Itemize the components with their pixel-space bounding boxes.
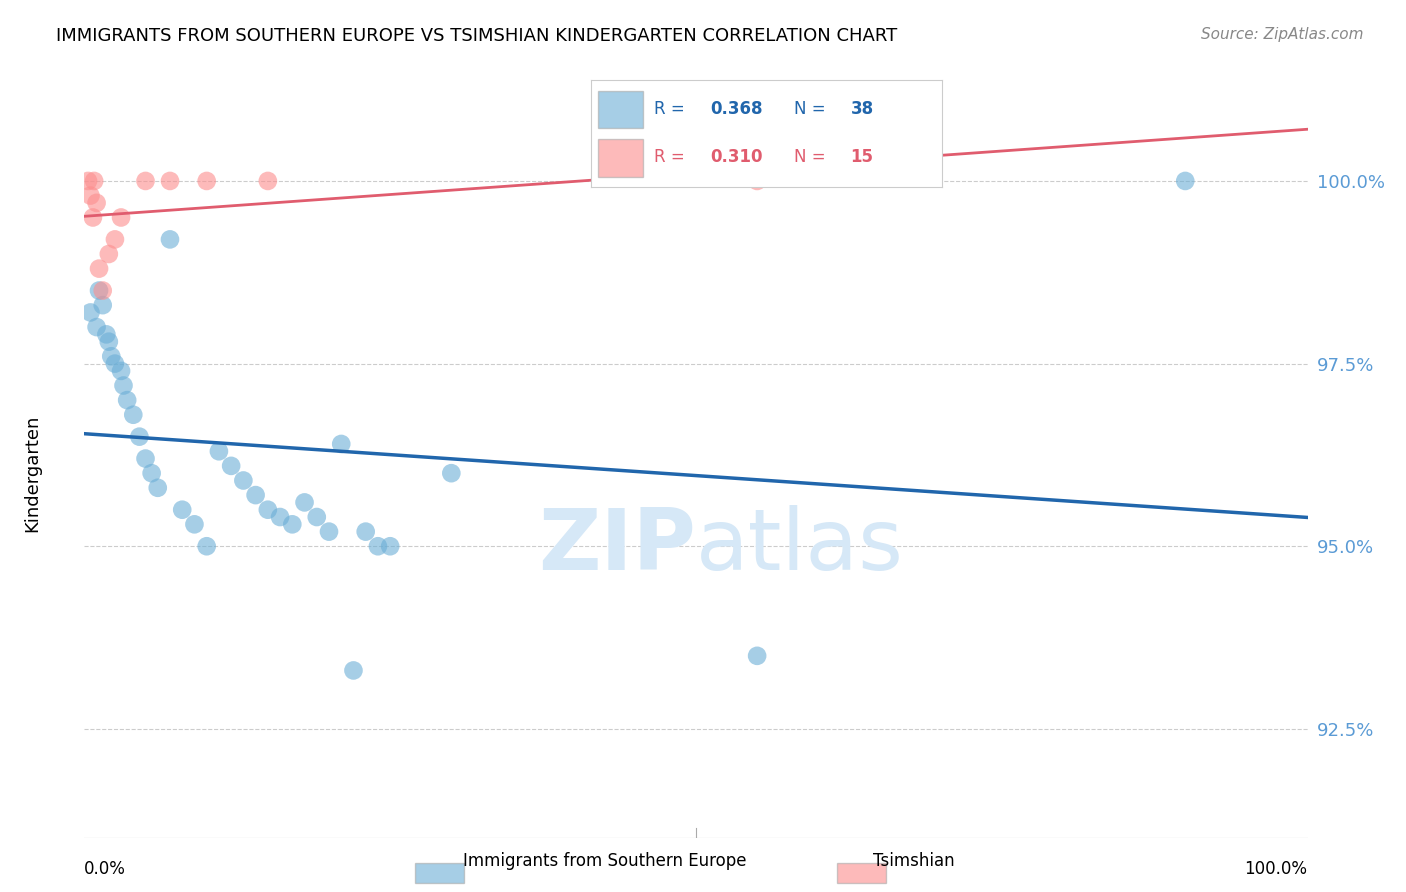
Text: Tsimshian: Tsimshian [873,852,955,870]
Point [1174,174,1197,188]
Text: N =: N = [794,100,831,118]
Point [100,349,122,363]
Point [354,524,377,539]
Point [294,495,316,509]
Point [257,502,280,516]
Point [195,539,218,553]
Point [330,437,353,451]
Point [128,430,150,444]
Point [91,284,114,298]
Point [83,174,105,188]
Point [110,211,132,225]
Point [82,211,104,225]
Point [135,451,157,466]
Point [257,174,280,188]
Point [86,195,108,210]
Text: R =: R = [654,100,690,118]
FancyBboxPatch shape [598,91,644,128]
Point [342,664,364,678]
Point [141,466,163,480]
Point [79,305,101,319]
Point [104,232,127,246]
Point [747,648,769,663]
Point [269,510,291,524]
Text: Source: ZipAtlas.com: Source: ZipAtlas.com [1201,27,1364,42]
Point [195,174,218,188]
Point [96,327,118,342]
Point [79,188,101,202]
Point [97,334,120,349]
Point [232,474,254,488]
Text: 0.368: 0.368 [710,100,762,118]
Point [245,488,267,502]
Point [146,481,169,495]
Point [104,357,127,371]
Text: 100.0%: 100.0% [1244,861,1308,879]
Point [747,174,769,188]
Point [219,458,242,473]
Point [122,408,145,422]
Text: ZIP: ZIP [538,505,696,588]
Point [87,261,110,276]
Text: 0.310: 0.310 [710,148,762,166]
Point [183,517,205,532]
Point [110,364,132,378]
Point [112,378,135,392]
Text: 0.0%: 0.0% [84,861,127,879]
Point [172,502,194,516]
Point [318,524,340,539]
Point [115,393,138,408]
Text: Immigrants from Southern Europe: Immigrants from Southern Europe [463,852,747,870]
Point [159,232,181,246]
Text: atlas: atlas [696,505,904,588]
Point [159,174,181,188]
FancyBboxPatch shape [598,139,644,177]
Point [305,510,328,524]
Point [97,247,120,261]
Point [380,539,402,553]
Text: 38: 38 [851,100,873,118]
Point [91,298,114,312]
Point [135,174,157,188]
Text: 15: 15 [851,148,873,166]
Point [87,284,110,298]
Point [281,517,304,532]
Text: R =: R = [654,148,690,166]
Text: Kindergarten: Kindergarten [24,415,42,532]
Point [77,174,100,188]
Text: IMMIGRANTS FROM SOUTHERN EUROPE VS TSIMSHIAN KINDERGARTEN CORRELATION CHART: IMMIGRANTS FROM SOUTHERN EUROPE VS TSIMS… [56,27,897,45]
Point [86,320,108,334]
Text: N =: N = [794,148,831,166]
Point [208,444,231,458]
Point [440,466,463,480]
Point [367,539,389,553]
